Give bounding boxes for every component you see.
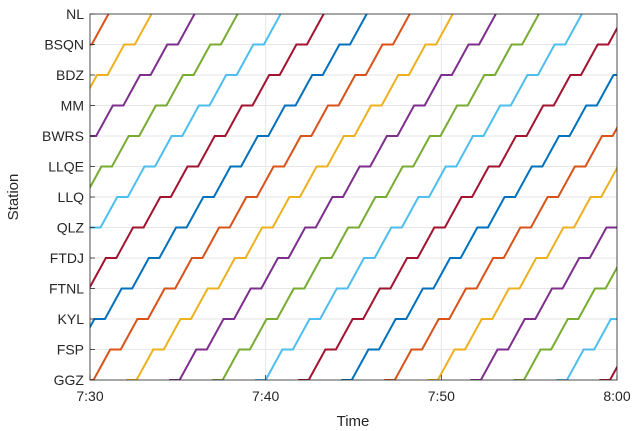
train-path-line — [384, 125, 617, 380]
y-tick-label-ggz: GGZ — [54, 372, 85, 388]
y-tick-label-bdz: BDZ — [56, 67, 84, 83]
y-tick-label-ftnl: FTNL — [49, 281, 84, 297]
x-axis-ticks: 7:30 7:40 7:50 8:00 — [76, 375, 631, 404]
train-path-line — [90, 14, 196, 137]
y-axis-label: Station — [5, 174, 22, 221]
y-tick-label-mm: MM — [61, 98, 84, 114]
y-tick-label-llqe: LLQE — [48, 159, 84, 175]
train-path-line — [169, 14, 497, 380]
train-path-line — [212, 14, 540, 380]
x-tick-label: 8:00 — [603, 388, 630, 404]
y-tick-label-qlz: QLZ — [57, 220, 85, 236]
y-tick-label-fsp: FSP — [57, 342, 84, 358]
x-tick-label: 7:50 — [428, 388, 455, 404]
y-tick-label-nl: NL — [66, 6, 84, 22]
y-tick-label-bsqn: BSQN — [44, 37, 84, 53]
train-path-line — [556, 318, 617, 380]
y-tick-label-kyl: KYL — [58, 311, 85, 327]
train-path-line — [90, 14, 411, 380]
y-tick-label-ftdj: FTDJ — [50, 250, 84, 266]
train-path-line — [90, 14, 282, 230]
x-axis-label: Time — [337, 413, 370, 430]
x-tick-label: 7:30 — [76, 388, 103, 404]
train-path-line — [513, 265, 617, 380]
train-path-line — [90, 14, 239, 190]
train-path-line — [90, 14, 153, 90]
y-tick-label-bwrs: BWRS — [42, 128, 84, 144]
x-tick-label: 7:40 — [252, 388, 279, 404]
train-paths — [90, 14, 617, 380]
train-path-line — [126, 14, 454, 380]
y-axis-ticks: GGZ FSP KYL FTNL FTDJ QLZ LLQ LLQE BWRS MM BDZ BSQN… — [42, 6, 95, 388]
train-path-line — [255, 14, 583, 380]
train-path-line — [427, 166, 617, 380]
train-path-line — [470, 225, 617, 380]
train-path-line — [341, 74, 617, 380]
y-tick-label-llq: LLQ — [58, 189, 85, 205]
train-path-line — [298, 26, 617, 380]
train-path-line — [90, 14, 325, 289]
